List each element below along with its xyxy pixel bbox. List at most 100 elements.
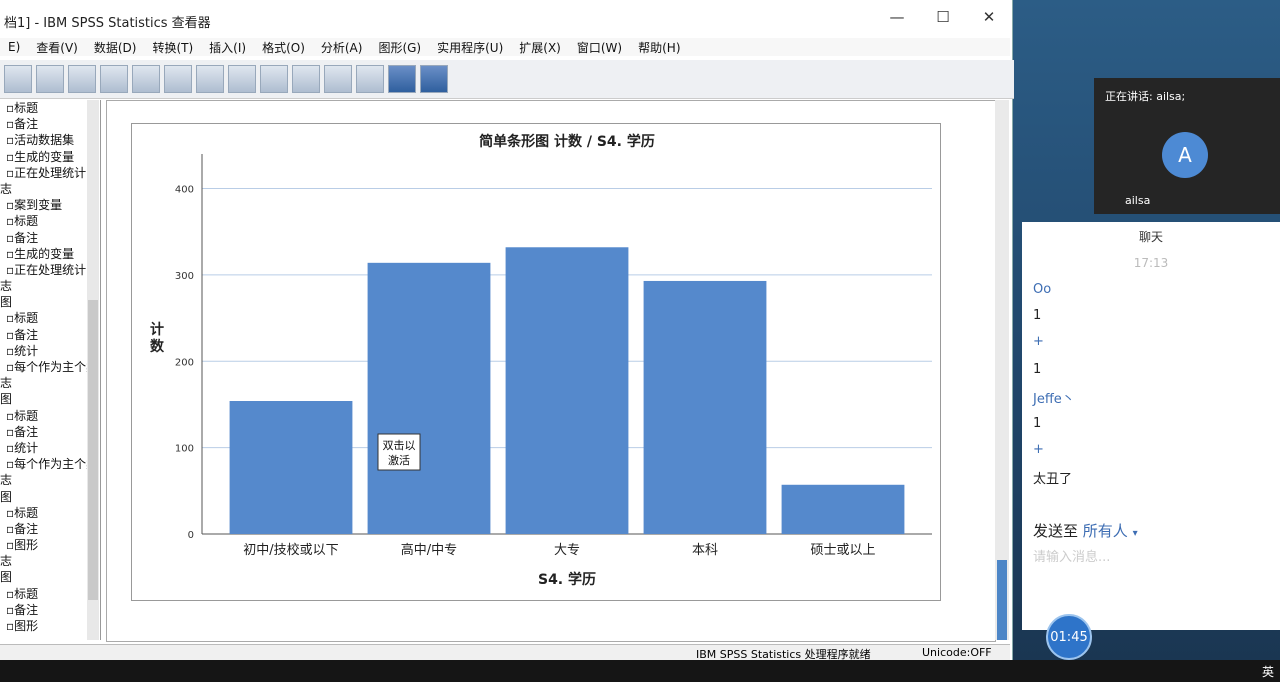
redo-icon[interactable] (164, 65, 192, 93)
outline-item[interactable]: 志 (0, 376, 13, 391)
output-scrollbar[interactable] (995, 100, 1009, 640)
maximize-button[interactable]: ☐ (936, 8, 950, 26)
menu-item[interactable]: 数据(D) (93, 40, 137, 55)
outline-item[interactable]: ▫每个作为主个案 (6, 360, 99, 374)
outline-pane[interactable]: ▫标题 ▫备注 ▫活动数据集 ▫生成的变量 ▫正在处理统计志 ▫案到变量 ▫标题 ▫备注 ▫生成… (0, 100, 101, 640)
menu-item[interactable]: 插入(I) (209, 40, 247, 55)
system-tray: 英 (1262, 660, 1280, 682)
y-tick-label: 0 (188, 530, 194, 541)
outline-item[interactable]: ▫标题 (6, 311, 39, 326)
outline-item[interactable]: 志 (0, 181, 13, 196)
outline-item[interactable]: 图 (0, 295, 13, 310)
variables-icon[interactable] (292, 65, 320, 93)
x-tick-label: 初中/技校或以下 (243, 542, 338, 558)
goto-variable-icon[interactable] (260, 65, 288, 93)
outline-item[interactable]: ▫正在处理统计 (6, 262, 87, 277)
outline-item[interactable]: 志 (0, 554, 13, 569)
menu-item[interactable]: 格式(O) (262, 40, 305, 55)
y-axis-label: 计数 (150, 321, 165, 355)
menu-item[interactable]: 帮助(H) (638, 40, 681, 55)
activate-tooltip-line2: 激活 (388, 453, 410, 467)
chat-timestamp: 17:13 (1133, 256, 1169, 270)
outline-item[interactable]: ▫活动数据集 (6, 133, 75, 148)
print-preview-icon[interactable] (36, 65, 64, 93)
ime-indicator[interactable]: 英 (1261, 664, 1274, 679)
close-button[interactable]: ✕ (982, 8, 996, 26)
participant-name: ailsa (1125, 194, 1151, 207)
chat-message: 1 (1033, 362, 1042, 377)
recall-dialog-icon[interactable] (100, 65, 128, 93)
menu-item[interactable]: 扩展(X) (519, 40, 561, 55)
chat-message: 1 (1033, 416, 1042, 431)
outline-item[interactable]: ▫标题 (6, 586, 39, 601)
menu-item[interactable]: 窗口(W) (576, 40, 623, 55)
record-icon[interactable] (420, 65, 448, 93)
outline-item[interactable]: 图 (0, 392, 13, 407)
outline-item[interactable]: ▫备注 (6, 521, 39, 536)
menu-item[interactable]: 查看(V) (36, 40, 78, 55)
send-to-target[interactable]: 所有人 (1082, 522, 1128, 540)
status-processor: IBM SPSS Statistics 处理程序就绪 (696, 648, 871, 661)
y-tick-label: 300 (175, 271, 194, 282)
outline-item[interactable]: ▫备注 (6, 117, 39, 132)
window-title: 档1] - IBM SPSS Statistics 查看器 (4, 15, 211, 31)
outline-item[interactable]: ▫统计 (6, 440, 39, 455)
outline-item[interactable]: ▫备注 (6, 602, 39, 617)
chat-sender: + (1033, 442, 1044, 457)
chat-input[interactable]: 请输入消息... (1033, 550, 1111, 565)
outline-item[interactable]: ▫备注 (6, 424, 39, 439)
menu-item[interactable]: 实用程序(U) (437, 40, 504, 55)
outline-item[interactable]: ▫生成的变量 (6, 149, 75, 164)
minimize-button[interactable]: — (889, 8, 905, 26)
x-tick-label: 高中/中专 (401, 542, 457, 558)
outline-item[interactable]: 图 (0, 489, 13, 504)
insert-output-icon[interactable] (324, 65, 352, 93)
outline-item[interactable]: 志 (0, 279, 13, 294)
outline-item[interactable]: ▫备注 (6, 230, 39, 245)
outline-item[interactable]: ▫标题 (6, 101, 39, 115)
bar (643, 280, 767, 534)
bar (505, 247, 629, 534)
chat-message: 1 (1033, 308, 1042, 323)
menu-item[interactable]: 分析(A) (320, 40, 363, 55)
avatar: A (1162, 132, 1208, 178)
bar (229, 401, 353, 534)
x-tick-label: 大专 (554, 543, 580, 558)
chart-frame[interactable]: 简单条形图 计数 / S4. 学历 0 100 200 300 400 初中/技校或以下 高中… (131, 123, 941, 601)
goto-data-icon[interactable] (196, 65, 224, 93)
export-icon[interactable] (68, 65, 96, 93)
designate-window-icon[interactable] (388, 65, 416, 93)
chat-sender: Oo (1033, 282, 1052, 297)
output-pane[interactable]: 简单条形图 计数 / S4. 学历 0 100 200 300 400 初中/技校或以下 高中… (106, 100, 996, 642)
outline-item[interactable]: ▫标题 (6, 408, 39, 423)
menu-item[interactable]: 转换(T) (152, 40, 194, 55)
outline-item[interactable]: 图 (0, 570, 13, 585)
chat-sender: + (1033, 334, 1044, 349)
outline-item[interactable]: ▫备注 (6, 327, 39, 342)
outline-item[interactable]: ▫统计 (6, 343, 39, 358)
outline-item[interactable]: ▫图形 (6, 619, 39, 633)
menu-item[interactable]: E) (8, 40, 21, 54)
print-icon[interactable] (4, 65, 32, 93)
goto-case-icon[interactable] (228, 65, 256, 93)
outline-item[interactable]: ▫案到变量 (6, 198, 63, 213)
outline-item[interactable]: ▫正在处理统计 (6, 165, 87, 180)
x-axis-label: S4. 学历 (538, 571, 596, 588)
outline-item[interactable]: ▫图形 (6, 538, 39, 553)
outline-item[interactable]: ▫生成的变量 (6, 246, 75, 261)
y-tick-label: 100 (175, 444, 194, 455)
send-to-selector[interactable]: 发送至 所有人 ▾ (1033, 520, 1138, 541)
speaking-indicator: 正在讲话: ailsa; (1105, 90, 1186, 103)
menu-bar: E) 查看(V) 数据(D) 转换(T) 插入(I) 格式(O) 分析(A) 图形(G) 实用程… (0, 38, 1010, 56)
spss-viewer-window[interactable]: 档1] - IBM SPSS Statistics 查看器 — ☐ ✕ E) 查看… (0, 0, 1014, 661)
menu-item[interactable]: 图形(G) (378, 40, 422, 55)
outline-scrollbar[interactable] (87, 100, 99, 640)
outline-item[interactable]: 志 (0, 473, 13, 488)
outline-item[interactable]: ▫标题 (6, 505, 39, 520)
y-tick-label: 400 (175, 185, 194, 196)
meeting-timer[interactable]: 01:45 (1046, 614, 1092, 660)
outline-item[interactable]: ▫每个作为主个案 (6, 457, 99, 472)
outline-item[interactable]: ▫标题 (6, 214, 39, 229)
insert-chart-icon[interactable] (356, 65, 384, 93)
undo-icon[interactable] (132, 65, 160, 93)
